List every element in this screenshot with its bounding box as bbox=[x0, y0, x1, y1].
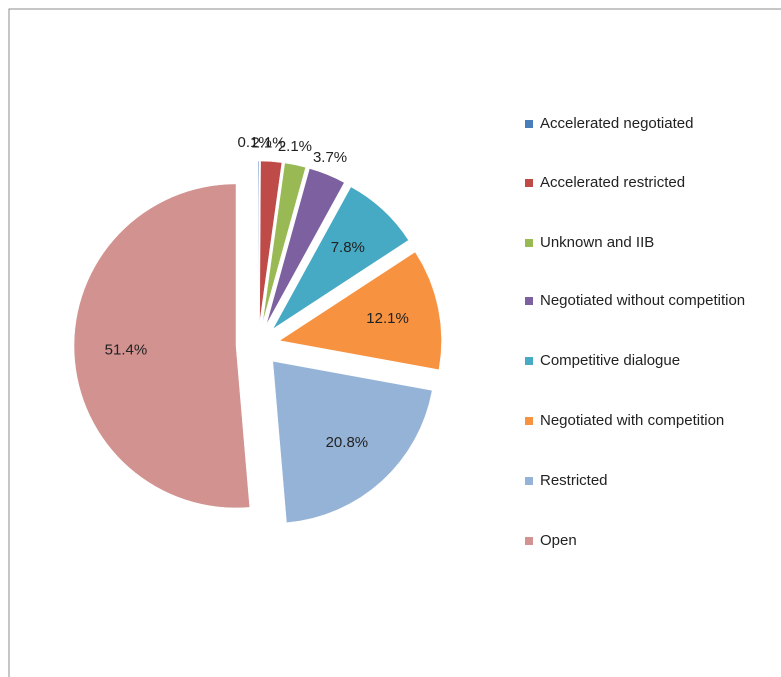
legend-label: Accelerated negotiated bbox=[540, 115, 693, 132]
pie-slice bbox=[266, 168, 345, 325]
legend-label: Negotiated without competition bbox=[540, 292, 745, 309]
data-label: 2.1% bbox=[251, 134, 285, 151]
data-label: 12.1% bbox=[366, 310, 409, 327]
data-label: 2.1% bbox=[278, 138, 312, 155]
legend-label: Accelerated restricted bbox=[540, 174, 685, 191]
legend-swatch bbox=[525, 357, 533, 365]
legend-swatch bbox=[525, 537, 533, 545]
pie-slice bbox=[272, 186, 409, 330]
data-label: 7.8% bbox=[331, 239, 365, 256]
legend-swatch bbox=[525, 297, 533, 305]
data-label: 51.4% bbox=[105, 342, 148, 359]
legend-swatch bbox=[525, 120, 533, 128]
pie-slice bbox=[262, 162, 306, 324]
chart-border bbox=[8, 8, 781, 677]
data-label: 20.8% bbox=[326, 434, 369, 451]
legend-label: Open bbox=[540, 532, 577, 549]
pie-slice bbox=[278, 251, 442, 371]
pie-slice bbox=[259, 160, 283, 324]
pie-slice bbox=[257, 160, 260, 324]
legend-label: Unknown and IIB bbox=[540, 234, 654, 251]
data-label: 0.1% bbox=[238, 134, 272, 151]
legend-swatch bbox=[525, 239, 533, 247]
legend-label: Competitive dialogue bbox=[540, 352, 680, 369]
pie-slice bbox=[272, 360, 433, 523]
legend-swatch bbox=[525, 179, 533, 187]
pie-slice bbox=[73, 183, 251, 509]
legend-swatch bbox=[525, 477, 533, 485]
legend-swatch bbox=[525, 417, 533, 425]
legend-label: Restricted bbox=[540, 472, 608, 489]
legend-label: Negotiated with competition bbox=[540, 412, 724, 429]
data-label: 3.7% bbox=[313, 149, 347, 166]
